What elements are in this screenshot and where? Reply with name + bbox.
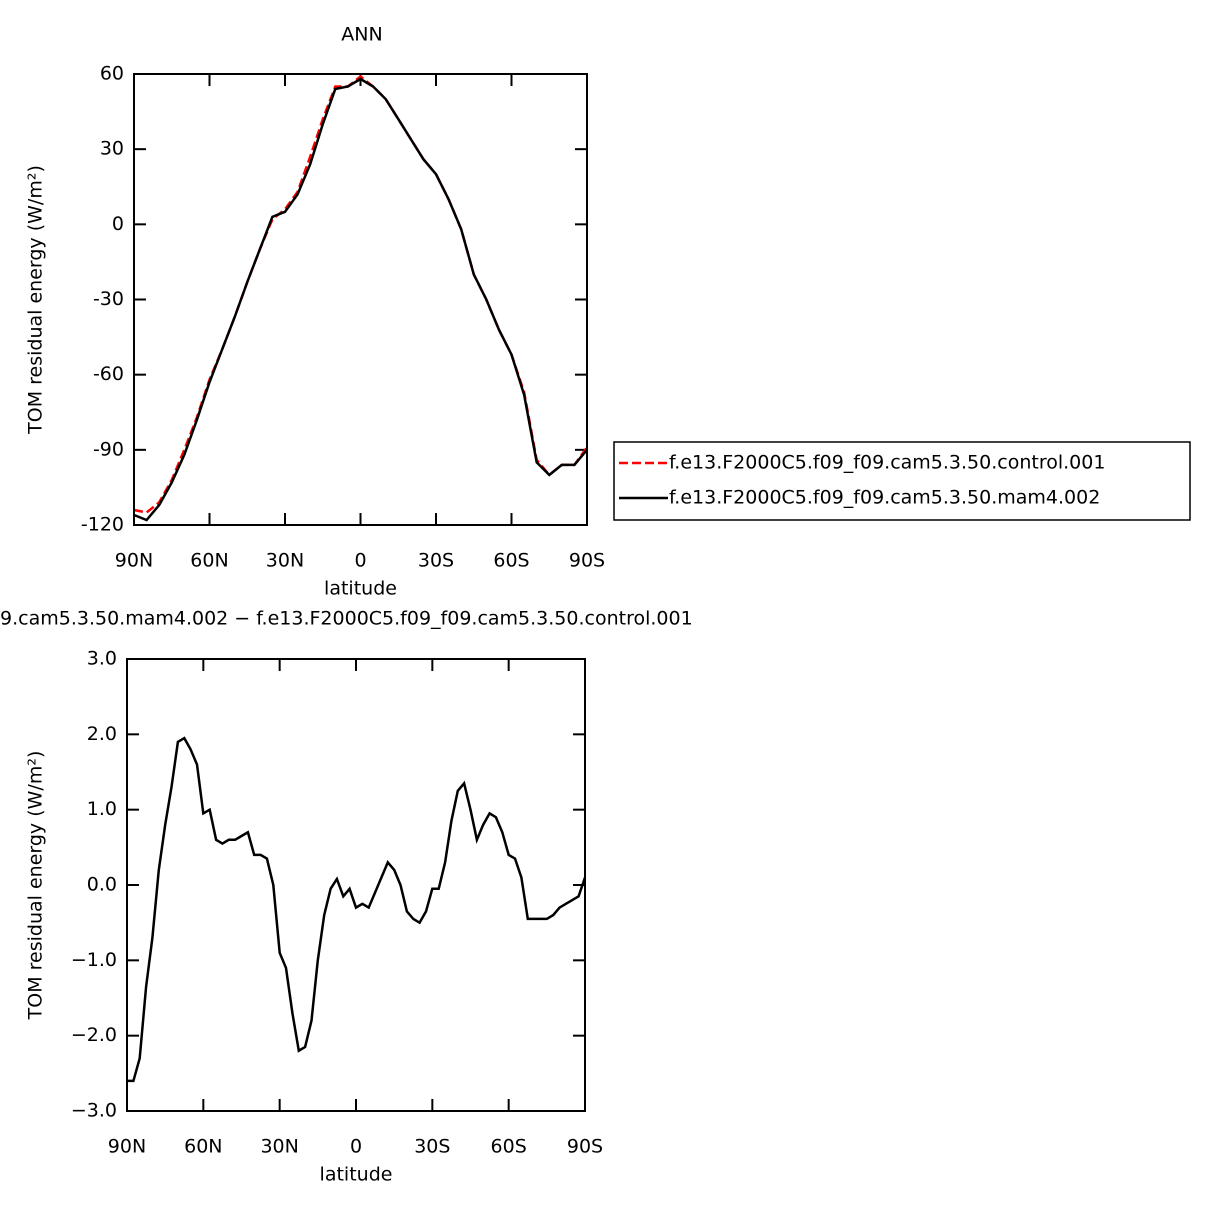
y-tick-label: −2.0 xyxy=(71,1024,117,1046)
x-tick-label: 30S xyxy=(418,550,454,572)
x-tick-label: 60S xyxy=(491,1136,527,1158)
y-tick-label: -60 xyxy=(93,363,124,385)
series-line xyxy=(133,77,588,522)
x-tick-label: 0 xyxy=(350,1136,362,1158)
x-tick-label: 30N xyxy=(260,1136,298,1158)
x-tick-label: 60N xyxy=(184,1136,222,1158)
y-tick-label: 0.0 xyxy=(87,874,117,896)
y-tick-label: 2.0 xyxy=(87,723,117,745)
y-tick-label: −1.0 xyxy=(71,949,117,971)
y-tick-label: -120 xyxy=(81,514,124,536)
x-tick-label: 90S xyxy=(567,1136,603,1158)
y-tick-label: 0 xyxy=(112,213,124,235)
x-axis-title: latitude xyxy=(324,578,397,600)
y-axis-title: TOM residual energy (W/m²) xyxy=(25,751,47,1021)
y-tick-label: 3.0 xyxy=(87,648,117,670)
y-tick-label: -90 xyxy=(93,438,124,460)
plot-frame xyxy=(126,658,586,1112)
legend-label: f.e13.F2000C5.f09_f09.cam5.3.50.mam4.002 xyxy=(669,487,1100,509)
y-tick-label: −3.0 xyxy=(71,1100,117,1122)
y-axis-title: TOM residual energy (W/m²) xyxy=(25,165,47,435)
x-tick-label: 90S xyxy=(569,550,605,572)
y-tick-label: 1.0 xyxy=(87,798,117,820)
legend-label: f.e13.F2000C5.f09_f09.cam5.3.50.control.… xyxy=(669,452,1105,474)
chart-title: 9.cam5.3.50.mam4.002 − f.e13.F2000C5.f09… xyxy=(0,608,693,630)
x-tick-label: 30S xyxy=(414,1136,450,1158)
x-tick-label: 90N xyxy=(108,1136,146,1158)
y-tick-label: 60 xyxy=(100,63,124,85)
x-tick-label: 0 xyxy=(354,550,366,572)
chart-title: ANN xyxy=(341,24,382,46)
plot-frame xyxy=(133,73,588,526)
series-line xyxy=(127,736,587,1083)
x-tick-label: 60N xyxy=(190,550,228,572)
x-tick-label: 90N xyxy=(115,550,153,572)
x-tick-label: 30N xyxy=(266,550,304,572)
legend-box xyxy=(613,441,1191,521)
x-axis-title: latitude xyxy=(320,1164,393,1186)
x-tick-label: 60S xyxy=(493,550,529,572)
series-line xyxy=(133,74,589,514)
y-tick-label: 30 xyxy=(100,138,124,160)
y-tick-label: -30 xyxy=(93,288,124,310)
